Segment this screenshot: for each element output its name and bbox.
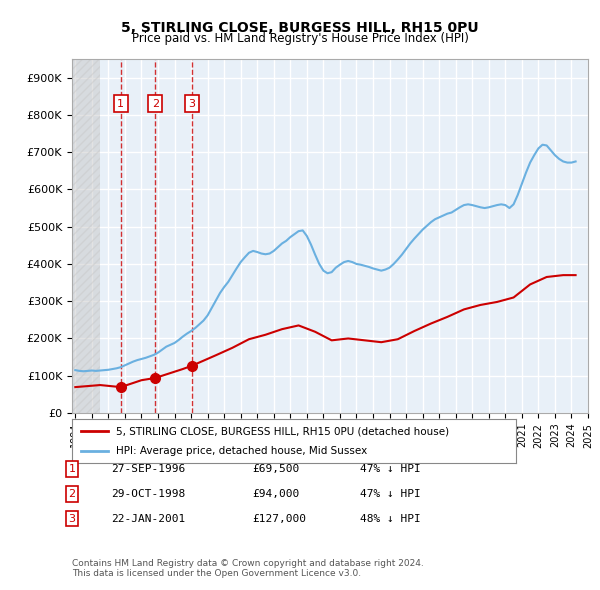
Text: 27-SEP-1996: 27-SEP-1996: [111, 464, 185, 474]
Text: 2: 2: [152, 99, 159, 109]
Text: 1: 1: [68, 464, 76, 474]
Text: Price paid vs. HM Land Registry's House Price Index (HPI): Price paid vs. HM Land Registry's House …: [131, 32, 469, 45]
Text: 5, STIRLING CLOSE, BURGESS HILL, RH15 0PU: 5, STIRLING CLOSE, BURGESS HILL, RH15 0P…: [121, 21, 479, 35]
Text: £127,000: £127,000: [252, 514, 306, 523]
Text: £69,500: £69,500: [252, 464, 299, 474]
Text: 47% ↓ HPI: 47% ↓ HPI: [360, 489, 421, 499]
Text: 22-JAN-2001: 22-JAN-2001: [111, 514, 185, 523]
Text: 5, STIRLING CLOSE, BURGESS HILL, RH15 0PU (detached house): 5, STIRLING CLOSE, BURGESS HILL, RH15 0P…: [116, 427, 449, 436]
Text: 29-OCT-1998: 29-OCT-1998: [111, 489, 185, 499]
Text: 48% ↓ HPI: 48% ↓ HPI: [360, 514, 421, 523]
Text: 3: 3: [188, 99, 196, 109]
Bar: [72, 59, 100, 413]
Text: 3: 3: [68, 514, 76, 523]
Text: £94,000: £94,000: [252, 489, 299, 499]
Text: HPI: Average price, detached house, Mid Sussex: HPI: Average price, detached house, Mid …: [116, 446, 368, 455]
Text: 2: 2: [68, 489, 76, 499]
Text: 1: 1: [117, 99, 124, 109]
Text: 47% ↓ HPI: 47% ↓ HPI: [360, 464, 421, 474]
Text: Contains HM Land Registry data © Crown copyright and database right 2024.
This d: Contains HM Land Registry data © Crown c…: [72, 559, 424, 578]
